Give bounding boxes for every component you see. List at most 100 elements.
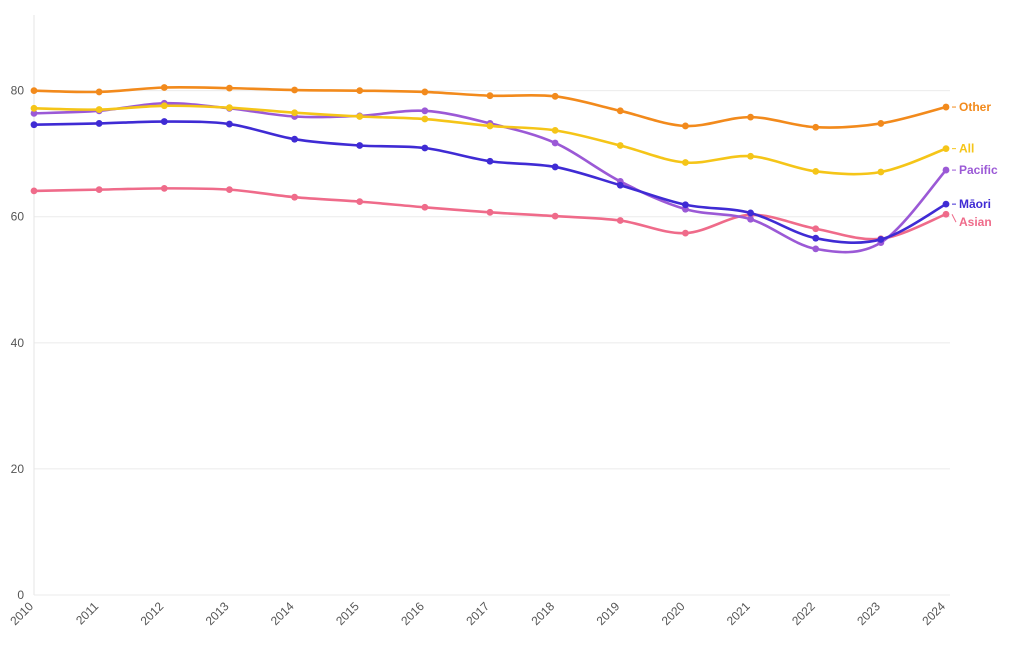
data-point-other[interactable]	[486, 92, 494, 100]
data-point-m-ori[interactable]	[160, 118, 168, 125]
data-point-m-ori[interactable]	[877, 236, 885, 243]
data-point-other[interactable]	[421, 88, 429, 96]
data-point-pacific[interactable]	[812, 245, 820, 253]
data-point-all[interactable]	[812, 167, 820, 175]
x-tick-label: 2021	[724, 599, 753, 628]
data-point-other[interactable]	[291, 86, 298, 94]
data-point-all[interactable]	[421, 115, 429, 123]
data-point-asian[interactable]	[421, 203, 429, 211]
data-point-other[interactable]	[747, 113, 754, 121]
series-label-pacific: Pacific	[959, 163, 998, 177]
x-tick-label: 2022	[789, 599, 818, 628]
data-point-other[interactable]	[160, 84, 168, 91]
data-point-m-ori[interactable]	[486, 157, 494, 165]
data-point-asian[interactable]	[291, 193, 298, 201]
x-tick-label: 2024	[919, 599, 948, 628]
data-point-all[interactable]	[291, 109, 298, 117]
data-point-m-ori[interactable]	[747, 209, 754, 217]
data-point-m-ori[interactable]	[30, 121, 38, 129]
data-point-m-ori[interactable]	[551, 163, 559, 171]
data-point-all[interactable]	[95, 106, 103, 113]
y-tick-label: 80	[11, 84, 25, 98]
data-point-pacific[interactable]	[747, 215, 754, 223]
data-point-m-ori[interactable]	[291, 135, 298, 143]
x-tick-label: 2017	[463, 599, 492, 628]
data-point-other[interactable]	[551, 92, 559, 100]
series-label-other: Other	[959, 100, 991, 114]
data-point-asian[interactable]	[942, 210, 950, 218]
label-leader-asian	[951, 213, 957, 223]
data-point-pacific[interactable]	[551, 139, 559, 147]
data-point-asian[interactable]	[95, 186, 103, 194]
data-point-other[interactable]	[682, 122, 689, 130]
series-label-all: All	[959, 142, 974, 156]
data-point-all[interactable]	[356, 113, 364, 120]
data-point-all[interactable]	[682, 159, 689, 166]
series-asian	[30, 184, 950, 243]
data-point-asian[interactable]	[486, 208, 494, 216]
data-point-pacific[interactable]	[942, 166, 950, 174]
x-tick-label: 2012	[138, 599, 167, 628]
series-other	[30, 84, 950, 131]
data-point-all[interactable]	[551, 126, 559, 134]
data-point-m-ori[interactable]	[682, 201, 689, 209]
data-point-asian[interactable]	[616, 217, 624, 224]
data-point-asian[interactable]	[226, 186, 233, 194]
data-point-other[interactable]	[877, 120, 885, 127]
series-m-ori	[30, 118, 950, 244]
data-point-other[interactable]	[30, 87, 38, 95]
data-point-m-ori[interactable]	[95, 120, 103, 127]
data-point-other[interactable]	[95, 88, 103, 96]
data-point-m-ori[interactable]	[616, 181, 624, 189]
x-tick-label: 2014	[268, 599, 297, 628]
data-point-other[interactable]	[226, 84, 233, 92]
data-point-all[interactable]	[226, 104, 233, 112]
data-point-asian[interactable]	[682, 229, 689, 237]
series-all	[30, 102, 950, 176]
data-point-m-ori[interactable]	[356, 142, 364, 149]
series-label-m-ori: Māori	[959, 197, 991, 211]
x-tick-label: 2020	[659, 599, 688, 628]
data-point-m-ori[interactable]	[812, 234, 820, 242]
data-point-all[interactable]	[877, 168, 885, 176]
data-point-m-ori[interactable]	[226, 120, 233, 128]
data-point-other[interactable]	[616, 107, 624, 115]
data-point-pacific[interactable]	[30, 109, 38, 117]
x-tick-label: 2016	[398, 599, 427, 628]
x-tick-label: 2011	[73, 599, 101, 627]
x-tick-label: 2015	[333, 599, 362, 628]
grid-lines	[34, 90, 950, 596]
data-point-asian[interactable]	[356, 198, 364, 206]
series-labels: Other All Pacific Māori Asian	[951, 100, 998, 229]
data-point-m-ori[interactable]	[942, 200, 950, 208]
series-lines	[30, 84, 950, 254]
data-point-asian[interactable]	[551, 212, 559, 220]
data-point-pacific[interactable]	[421, 107, 429, 115]
x-tick-label: 2013	[203, 599, 232, 628]
y-tick-label: 20	[11, 462, 25, 476]
y-tick-label: 0	[17, 588, 24, 602]
data-point-all[interactable]	[160, 102, 168, 110]
x-tick-label: 2019	[594, 599, 623, 628]
data-point-all[interactable]	[486, 122, 494, 130]
x-tick-label: 2023	[854, 599, 883, 628]
data-point-asian[interactable]	[160, 184, 168, 192]
series-label-asian: Asian	[959, 215, 992, 229]
data-point-asian[interactable]	[812, 225, 820, 233]
series-line-m-ori	[32, 120, 948, 244]
y-tick-label: 40	[11, 336, 25, 350]
data-point-all[interactable]	[30, 104, 38, 112]
x-tick-label: 2018	[528, 599, 557, 628]
data-point-m-ori[interactable]	[421, 144, 429, 152]
data-point-all[interactable]	[747, 152, 754, 160]
data-point-other[interactable]	[812, 123, 820, 131]
data-point-other[interactable]	[356, 87, 364, 95]
data-point-other[interactable]	[942, 103, 950, 111]
data-point-all[interactable]	[942, 145, 950, 153]
x-tick-label: 2010	[7, 599, 36, 628]
data-point-asian[interactable]	[30, 187, 38, 195]
data-point-all[interactable]	[616, 142, 624, 149]
y-tick-label: 60	[11, 210, 25, 224]
